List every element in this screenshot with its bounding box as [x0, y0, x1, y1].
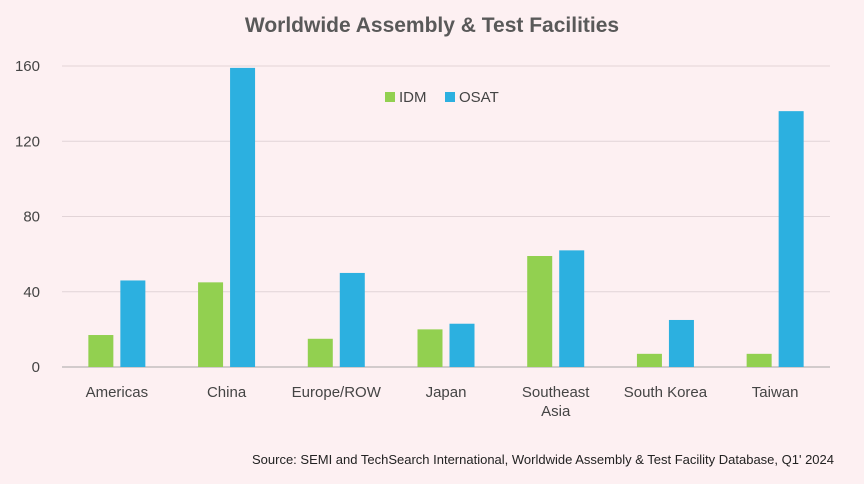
bar-idm [198, 282, 224, 367]
source-note: Source: SEMI and TechSearch Internationa… [251, 452, 834, 467]
legend: IDM OSAT [385, 89, 499, 106]
x-category-label: Europe/ROW [292, 384, 382, 401]
bar-osat [339, 272, 365, 367]
legend-swatch-idm [385, 92, 395, 102]
x-category-label: Japan [426, 384, 467, 401]
bars [88, 67, 804, 368]
bar-idm [417, 329, 443, 367]
bar-osat [778, 111, 804, 368]
bar-osat [559, 250, 585, 367]
legend-label-osat: OSAT [459, 89, 499, 106]
y-tick-label: 40 [23, 284, 40, 301]
bar-idm [307, 338, 333, 367]
chart-title: Worldwide Assembly & Test Facilities [244, 14, 620, 37]
bar-idm [527, 256, 553, 367]
bar-osat [230, 67, 256, 367]
x-axis-categories: Americas China Europe/ROW Japan Southeast Asi… [86, 384, 799, 420]
bar-osat [668, 319, 694, 367]
bar-osat [120, 280, 146, 367]
bar-idm [88, 335, 114, 367]
y-tick-label: 120 [15, 133, 40, 150]
x-category-label: Taiwan [752, 384, 799, 401]
y-tick-label: 0 [32, 359, 40, 376]
x-category-label: China [207, 384, 247, 401]
bar-idm [636, 353, 662, 367]
y-axis-ticks: 0 40 80 120 160 [15, 58, 40, 376]
legend-label-idm: IDM [399, 89, 427, 106]
bar-idm [746, 353, 772, 367]
legend-swatch-osat [445, 92, 455, 102]
x-category-label: Southeast Asia [522, 384, 590, 420]
y-tick-label: 160 [15, 58, 40, 75]
bar-osat [449, 323, 475, 367]
x-category-label: South Korea [624, 384, 708, 401]
x-category-label: Americas [86, 384, 149, 401]
y-tick-label: 80 [23, 209, 40, 226]
gridlines [62, 65, 830, 368]
